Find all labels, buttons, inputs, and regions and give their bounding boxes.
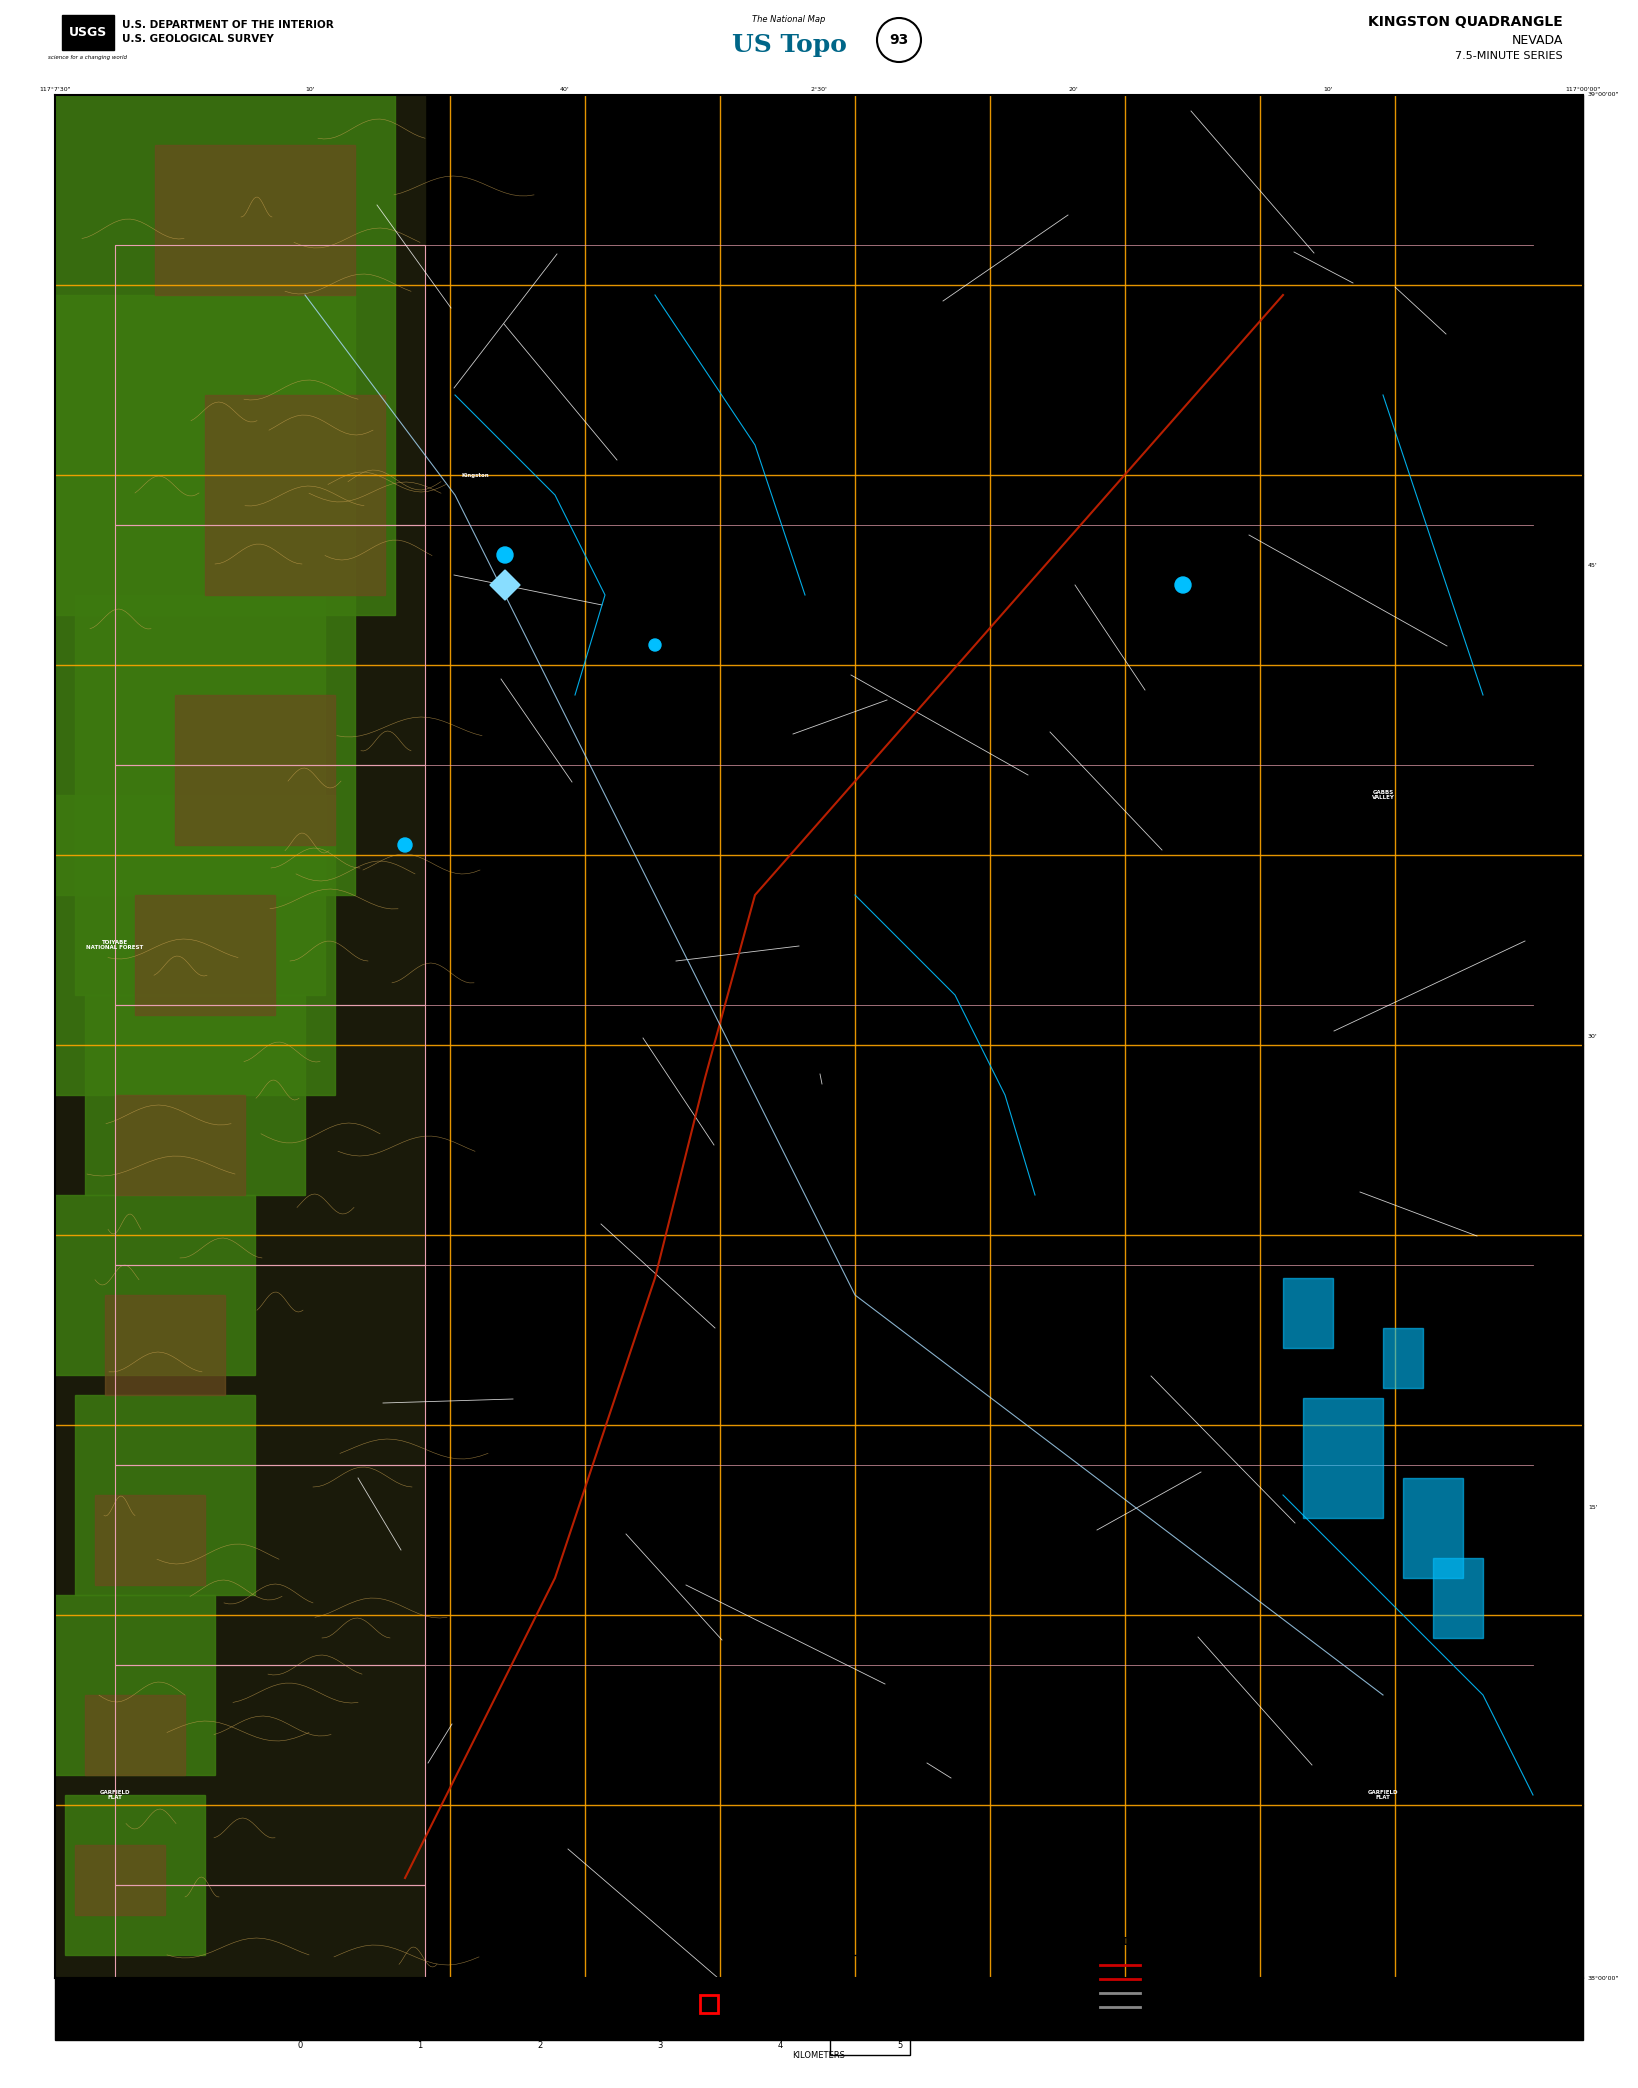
Text: 10': 10' [305, 88, 314, 92]
Text: 3: 3 [657, 2040, 663, 2050]
Bar [56, 796, 336, 1094]
Text: 10': 10' [1324, 88, 1333, 92]
Text: 1: 1 [418, 2040, 423, 2050]
Bar [134, 896, 275, 1015]
Text: The National Map: The National Map [752, 15, 826, 25]
Bar [115, 244, 424, 524]
Bar [115, 1094, 246, 1194]
Bar [115, 764, 424, 1004]
Text: 2: 2 [537, 2040, 542, 2050]
Text: 39°00'00": 39°00'00" [1587, 92, 1620, 98]
Text: GARFIELD
FLAT: GARFIELD FLAT [100, 1789, 131, 1800]
Text: 30': 30' [1587, 1034, 1597, 1040]
Text: 7.5-MINUTE SERIES: 7.5-MINUTE SERIES [1456, 50, 1563, 61]
Text: State Route: State Route [1145, 1988, 1194, 1998]
Text: 40': 40' [560, 88, 570, 92]
Bar [115, 1664, 424, 1885]
Bar [85, 1695, 185, 1775]
Bar [75, 595, 324, 996]
Bar [56, 94, 424, 1977]
Bar [1382, 1328, 1423, 1389]
Bar [56, 1977, 1582, 2040]
Text: ROAD CLASSIFICATION: ROAD CLASSIFICATION [1101, 1938, 1224, 1946]
Bar [56, 294, 355, 896]
Circle shape [496, 547, 513, 564]
Bar [1283, 1278, 1333, 1349]
Bar [56, 1194, 256, 1376]
Text: Produced by the United States Geological Survey: Produced by the United States Geological… [61, 1984, 249, 1992]
Circle shape [398, 837, 413, 852]
Text: GABBS
VALLEY: GABBS VALLEY [1371, 789, 1394, 800]
Bar [115, 1885, 424, 1986]
Text: KINGSTON QUADRANGLE: KINGSTON QUADRANGLE [1368, 15, 1563, 29]
Text: Local Road: Local Road [1145, 2002, 1191, 2011]
Bar [205, 395, 385, 595]
Bar [85, 996, 305, 1194]
Bar [1433, 1558, 1482, 1637]
Bar [62, 15, 115, 50]
Bar [156, 144, 355, 294]
Text: U.S. GEOLOGICAL SURVEY: U.S. GEOLOGICAL SURVEY [121, 33, 274, 44]
Circle shape [649, 639, 662, 651]
Bar [115, 1265, 424, 1466]
Bar [699, 1994, 717, 2013]
Bar [115, 1004, 424, 1265]
Text: 4: 4 [778, 2040, 783, 2050]
Bar [56, 1595, 215, 1775]
Circle shape [876, 19, 921, 63]
Text: 0: 0 [298, 2040, 303, 2050]
Bar [105, 1295, 224, 1395]
Text: 45': 45' [1587, 564, 1597, 568]
Text: Kingston: Kingston [462, 472, 488, 478]
Text: 5: 5 [898, 2040, 903, 2050]
Text: US Topo: US Topo [732, 33, 847, 56]
Circle shape [1174, 576, 1191, 593]
Text: TOIYABE
NATIONAL FOREST: TOIYABE NATIONAL FOREST [87, 940, 144, 950]
Text: 2°30': 2°30' [811, 88, 827, 92]
Text: 20': 20' [1068, 88, 1078, 92]
Text: 38°00'00": 38°00'00" [1587, 1975, 1620, 1982]
Bar [1404, 1478, 1463, 1579]
Text: U.S. Highway: U.S. Highway [1145, 1975, 1201, 1984]
Bar [75, 1846, 165, 1915]
Polygon shape [490, 570, 519, 599]
Bar [175, 695, 336, 846]
Text: 117°00'00": 117°00'00" [1566, 88, 1600, 92]
Text: NEVADA: NEVADA [1512, 33, 1563, 46]
Bar [56, 94, 395, 616]
Text: GARFIELD
FLAT: GARFIELD FLAT [1368, 1789, 1399, 1800]
Text: SCALE 1:24 000: SCALE 1:24 000 [770, 1994, 868, 2002]
Text: 93: 93 [889, 33, 909, 48]
Bar [75, 1395, 256, 1595]
Text: NV: NV [862, 2000, 878, 2011]
Text: science for a changing world: science for a changing world [49, 54, 128, 61]
Bar [66, 1796, 205, 1954]
Text: 15': 15' [1587, 1505, 1597, 1510]
Bar [95, 1495, 205, 1585]
Text: USGS: USGS [69, 25, 106, 40]
Bar [115, 1466, 424, 1664]
Text: KILOMETERS: KILOMETERS [793, 2050, 845, 2059]
Bar [830, 1954, 911, 2055]
Bar [1302, 1399, 1382, 1518]
Text: Interstate Highway: Interstate Highway [1145, 1961, 1225, 1969]
Bar [115, 524, 424, 764]
Text: 117°7'30": 117°7'30" [39, 88, 70, 92]
Text: U.S. DEPARTMENT OF THE INTERIOR: U.S. DEPARTMENT OF THE INTERIOR [121, 21, 334, 29]
